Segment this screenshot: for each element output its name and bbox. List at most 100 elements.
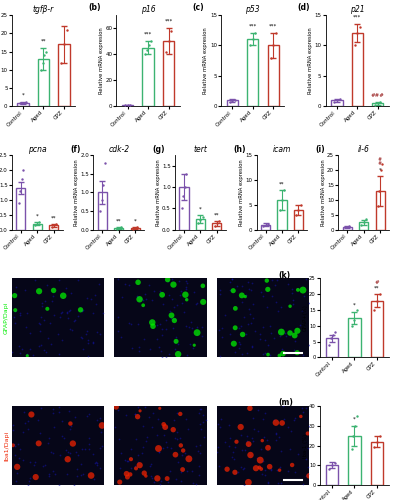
Point bbox=[372, 100, 378, 108]
Point bbox=[247, 42, 253, 50]
Point bbox=[348, 267, 354, 275]
Point bbox=[276, 270, 283, 278]
Point bbox=[20, 99, 26, 107]
Point bbox=[125, 101, 131, 109]
Point bbox=[134, 223, 141, 231]
Point bbox=[301, 346, 307, 354]
Point bbox=[18, 175, 25, 183]
Text: (c): (c) bbox=[193, 3, 204, 12]
Point bbox=[267, 339, 274, 347]
Point bbox=[371, 88, 377, 96]
Text: (i): (i) bbox=[315, 146, 325, 154]
Text: (k): (k) bbox=[278, 270, 290, 280]
Point bbox=[260, 222, 266, 230]
Point bbox=[144, 46, 151, 54]
Point bbox=[378, 166, 384, 174]
Point bbox=[243, 296, 250, 304]
Point bbox=[354, 306, 360, 314]
Point bbox=[383, 58, 389, 66]
Bar bbox=[331, 100, 343, 106]
Point bbox=[97, 207, 103, 215]
Bar bbox=[163, 41, 174, 106]
Point bbox=[283, 303, 289, 311]
Point bbox=[148, 37, 154, 45]
Point bbox=[349, 322, 355, 330]
Point bbox=[264, 220, 271, 228]
Bar bbox=[98, 192, 107, 230]
Point bbox=[300, 0, 306, 6]
Point bbox=[307, 72, 313, 80]
Point bbox=[295, 206, 301, 214]
Point bbox=[380, 12, 387, 20]
Point bbox=[374, 296, 380, 304]
Point bbox=[351, 316, 358, 324]
Point bbox=[146, 41, 152, 49]
Point bbox=[372, 232, 378, 240]
Point bbox=[332, 328, 338, 336]
Title: p53: p53 bbox=[246, 5, 260, 14]
Text: (h): (h) bbox=[233, 146, 246, 154]
Point bbox=[36, 218, 42, 226]
Bar bbox=[343, 227, 352, 230]
Point bbox=[326, 465, 332, 473]
Bar bbox=[359, 222, 368, 230]
Point bbox=[350, 432, 356, 440]
Point bbox=[48, 223, 55, 231]
Point bbox=[38, 66, 44, 74]
Point bbox=[256, 256, 263, 264]
Point bbox=[104, 276, 110, 284]
Y-axis label: Relative mRNA expresion: Relative mRNA expresion bbox=[204, 28, 208, 94]
Point bbox=[330, 332, 336, 340]
Point bbox=[205, 441, 211, 449]
Point bbox=[142, 50, 149, 58]
Point bbox=[127, 101, 134, 109]
Y-axis label: GFAP+(%): GFAP+(%) bbox=[303, 304, 308, 332]
Bar bbox=[33, 224, 42, 230]
Point bbox=[182, 40, 188, 48]
Y-axis label: Relative mRNA expresion: Relative mRNA expresion bbox=[321, 159, 325, 226]
Point bbox=[307, 6, 314, 14]
Text: **: ** bbox=[279, 181, 285, 186]
Point bbox=[387, 262, 393, 270]
Point bbox=[379, 253, 385, 261]
Text: *: * bbox=[199, 206, 202, 211]
Text: *: * bbox=[22, 92, 24, 97]
Point bbox=[182, 183, 188, 191]
Point bbox=[307, 112, 314, 120]
Point bbox=[300, 50, 307, 58]
Point bbox=[307, 207, 314, 215]
Point bbox=[308, 132, 314, 140]
Point bbox=[263, 144, 269, 152]
Point bbox=[130, 224, 136, 232]
Point bbox=[320, 230, 327, 238]
Title: Aged: Aged bbox=[152, 270, 169, 276]
Point bbox=[252, 30, 259, 38]
Point bbox=[359, 264, 365, 272]
Point bbox=[88, 0, 95, 6]
Point bbox=[354, 412, 360, 420]
Point bbox=[58, 58, 64, 66]
Point bbox=[357, 23, 363, 31]
Bar bbox=[352, 34, 363, 106]
Bar bbox=[247, 40, 258, 106]
Point bbox=[371, 444, 377, 452]
Text: #: # bbox=[375, 280, 379, 285]
Point bbox=[311, 6, 318, 14]
Title: icam: icam bbox=[273, 146, 291, 154]
Point bbox=[354, 30, 360, 38]
Title: tgfβ-r: tgfβ-r bbox=[33, 5, 54, 14]
Text: (e): (e) bbox=[0, 146, 1, 154]
Point bbox=[214, 220, 220, 228]
Point bbox=[331, 98, 338, 106]
Point bbox=[267, 54, 274, 62]
Point bbox=[224, 234, 231, 241]
Title: Aged: Aged bbox=[152, 398, 169, 404]
Point bbox=[17, 187, 23, 195]
Point bbox=[346, 222, 353, 230]
Point bbox=[205, 415, 211, 423]
Point bbox=[332, 460, 338, 468]
Point bbox=[377, 98, 384, 106]
Point bbox=[303, 208, 309, 216]
Title: p21: p21 bbox=[350, 5, 365, 14]
Title: il-6: il-6 bbox=[358, 146, 369, 154]
